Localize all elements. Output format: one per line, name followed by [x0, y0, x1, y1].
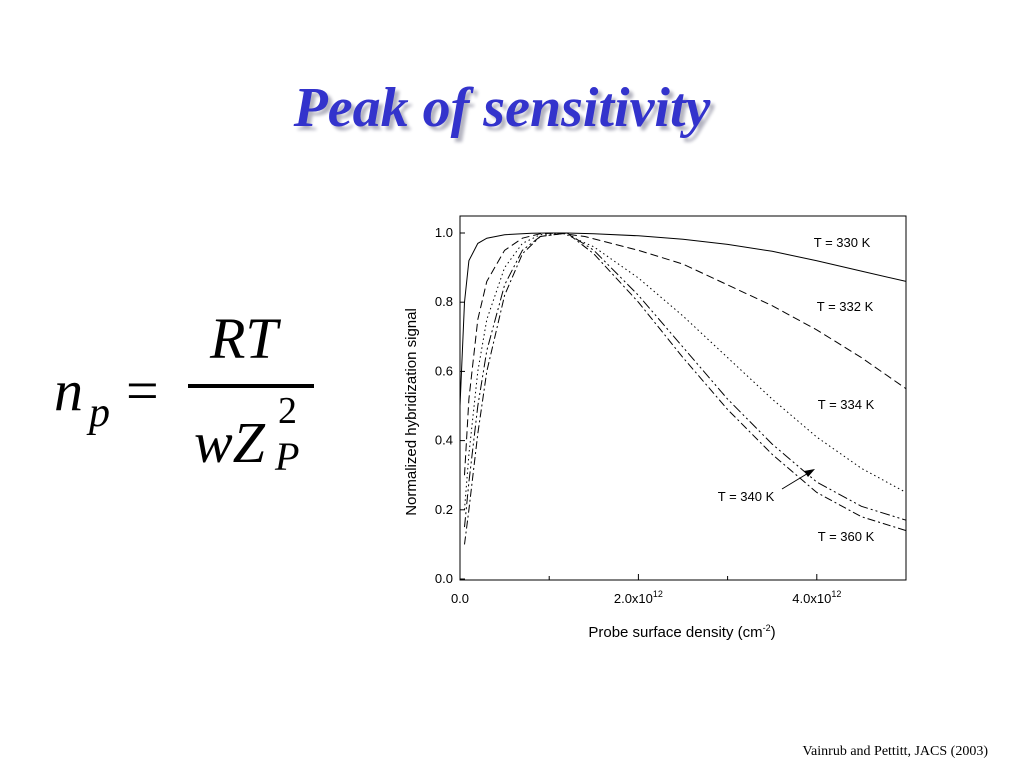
formula-denominator-subscript: P — [275, 434, 300, 479]
x-tick-label-main: 4.0x10 — [792, 591, 831, 606]
formula-denominator-superscript: 2 — [278, 390, 297, 432]
series-label-arrow — [781, 471, 811, 490]
series-label: T = 360 K — [818, 529, 875, 544]
y-tick-label: 0.2 — [435, 502, 453, 517]
series-label: T = 330 K — [814, 235, 871, 250]
np-formula: n p = RT wZ 2 P — [52, 305, 332, 495]
series-line — [464, 232, 907, 476]
series-line — [464, 232, 907, 510]
formula-denominator: wZ — [194, 410, 265, 475]
y-tick-label: 0.6 — [435, 363, 453, 378]
y-tick-label: 0.4 — [435, 433, 453, 448]
series-line — [464, 232, 907, 528]
x-axis-label-suffix: ) — [771, 624, 776, 641]
y-tick-label: 1.0 — [435, 225, 453, 240]
x-tick-label-main: 2.0x10 — [614, 591, 653, 606]
formula-p-subscript: p — [89, 390, 110, 436]
slide-title: Peak of sensitivity — [293, 77, 711, 139]
series-label: T = 332 K — [817, 299, 874, 314]
x-tick-label: 4.0x1012 — [792, 589, 841, 606]
y-tick-label: 0.0 — [435, 571, 453, 586]
x-axis-label-superscript: -2 — [763, 623, 771, 633]
formula-fraction-bar — [188, 384, 314, 388]
formula-numerator: RT — [210, 306, 278, 371]
x-tick-label-exponent: 12 — [653, 589, 663, 599]
x-tick-label: 2.0x1012 — [614, 589, 663, 606]
series-line — [459, 232, 907, 407]
x-axis-label: Probe surface density (cm-2) — [588, 623, 775, 641]
series-label: T = 334 K — [818, 397, 875, 412]
x-tick-label-exponent: 12 — [831, 589, 841, 599]
formula-equals: = — [126, 358, 159, 423]
y-tick-label: 0.8 — [435, 294, 453, 309]
x-axis-label-main: Probe surface density (cm — [588, 624, 762, 641]
x-tick-label: 0.0 — [451, 591, 469, 606]
citation: Vainrub and Pettitt, JACS (2003) — [802, 744, 989, 759]
series-label: T = 340 K — [718, 489, 775, 504]
y-axis-label: Normalized hybridization signal — [403, 308, 420, 516]
series-label-arrowhead — [804, 469, 815, 477]
formula-n: n — [54, 358, 83, 423]
series-line — [464, 232, 907, 545]
x-tick-label-main: 0.0 — [451, 591, 469, 606]
